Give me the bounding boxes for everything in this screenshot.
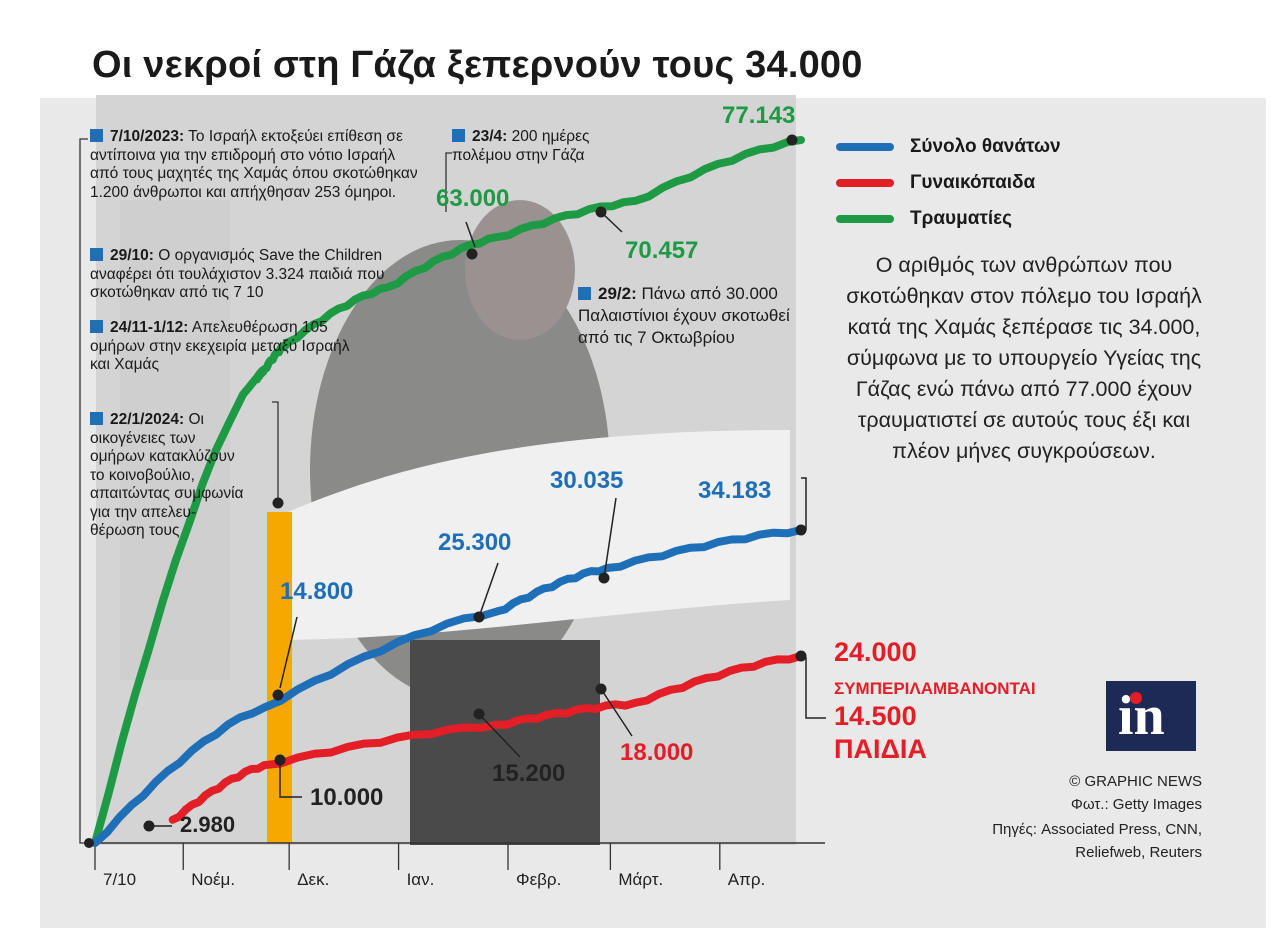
leader-23-4 — [445, 152, 452, 212]
label-deaths-25300: 25.300 — [438, 529, 512, 556]
label-women-18000: 18.000 — [620, 739, 694, 766]
x-tick-label: Φεβρ. — [516, 870, 562, 889]
annotation-square-icon — [578, 287, 591, 300]
series-line-injured — [91, 136, 805, 847]
label-women-15200: 15.200 — [492, 760, 566, 787]
description-text: Ο αριθμός των ανθρώπων που σκοτώθηκαν στ… — [846, 253, 1202, 463]
label-children-number: 14.500 — [834, 701, 917, 731]
marker-dots — [84, 134, 807, 848]
label-deaths-end: 34.183 — [698, 477, 772, 504]
callout-10000 — [279, 760, 302, 798]
legend-item-deaths: Σύνολο θανάτων — [836, 135, 1061, 159]
label-women-including: ΣΥΜΠΕΡΙΛΑΜΒΑΝΟΝΤΑΙ — [834, 679, 1036, 698]
legend-swatch — [836, 215, 894, 223]
callout-34183 — [801, 477, 807, 530]
marker-women-mar — [595, 683, 607, 695]
x-tick-label: Δεκ. — [297, 870, 330, 889]
marker-injured-dec — [272, 497, 284, 509]
marker-injured-70457 — [595, 206, 607, 218]
series-line-women-children — [168, 652, 805, 824]
marker-deaths-feb — [598, 572, 610, 584]
annotation-square-icon — [452, 129, 465, 142]
callout-14800 — [279, 616, 298, 689]
x-axis-ticks — [94, 843, 721, 870]
legend-label: Τραυματίες — [910, 208, 1013, 229]
x-tick-label: Μάρτ. — [618, 870, 664, 889]
label-deaths-14800: 14.800 — [280, 578, 354, 605]
label-callouts — [149, 211, 826, 827]
marker-injured-end — [786, 134, 798, 146]
label-injured-63000: 63.000 — [436, 185, 510, 212]
callout-30035 — [603, 497, 617, 579]
annotation-29-10: 29/10: Ο οργανισμός Save the Children αν… — [90, 247, 385, 301]
annotation-23-4: 23/4: 200 ημέρες πολέμου στην Γάζα — [452, 128, 590, 164]
annotation-22-1-2024: 22/1/2024: Οι οικογένειες των ομήρων κατ… — [90, 411, 244, 539]
credits-sources-2: Reliefweb, Reuters — [1075, 844, 1202, 861]
x-tick-label: Νοέμ. — [191, 870, 236, 889]
photo-shroud — [270, 430, 790, 640]
label-women-10000: 10.000 — [310, 784, 384, 811]
marker-deaths-dec — [272, 689, 284, 701]
legend-swatch — [836, 179, 894, 187]
marker-deaths-end — [795, 524, 807, 536]
legend-item-women-children: Γυναικόπαιδα — [836, 171, 1035, 195]
marker-injured-63000 — [466, 248, 478, 260]
series-line-deaths — [91, 526, 805, 847]
annotation-square-icon — [90, 320, 103, 333]
marker-women-end — [795, 650, 807, 662]
label-injured-70457: 70.457 — [625, 237, 699, 264]
legend-label: Γυναικόπαιδα — [910, 172, 1036, 193]
x-tick-label: 7/10 — [103, 870, 137, 889]
leader-7-10 — [79, 138, 88, 844]
annotation-square-icon — [90, 248, 103, 261]
callout-15200 — [478, 713, 521, 758]
annotation-square-icon — [90, 129, 103, 142]
callout-63000 — [465, 221, 476, 248]
label-children-word: ΠΑΙΔΙΑ — [834, 734, 927, 764]
legend-swatch — [836, 143, 894, 151]
marker-origin — [84, 838, 94, 848]
legend-label: Σύνολο θανάτων — [910, 136, 1061, 157]
label-deaths-30035: 30.035 — [550, 467, 624, 494]
annotation-24-11: 24/11-1/12: Απελευθέρωση 105 ομήρων στην… — [90, 319, 350, 373]
callout-24000 — [801, 657, 826, 719]
credits-photo: Φωτ.: Getty Images — [1070, 796, 1202, 813]
background-photo — [96, 95, 796, 845]
credits-sources-1: Πηγές: Associated Press, CNN, — [992, 821, 1202, 838]
label-injured-end: 77.143 — [722, 102, 796, 129]
annotation-7-10-2023: 7/10/2023: Το Ισραήλ εκτοξεύει επίθεση σ… — [90, 128, 418, 201]
marker-deaths-jan — [473, 611, 485, 623]
marker-women-feb — [473, 708, 485, 720]
page-title: Οι νεκροί στη Γάζα ξεπερνούν τους 34.000 — [92, 44, 863, 86]
callout-18000 — [600, 688, 633, 737]
x-tick-label: Απρ. — [727, 870, 766, 889]
label-women-end: 24.000 — [834, 637, 917, 667]
leader-24-11 — [272, 401, 279, 503]
in-logo: in — [1106, 681, 1196, 751]
label-women-2980: 2.980 — [180, 812, 236, 837]
callout-25300 — [478, 562, 499, 618]
annotation-29-2: 29/2: Πάνω από 30.000 Παλαιστίνιοι έχουν… — [578, 284, 790, 347]
logo-dot — [1130, 692, 1142, 704]
legend-item-injured: Τραυματίες — [836, 207, 1012, 231]
marker-women-dec — [274, 754, 286, 766]
marker-women-start — [143, 820, 155, 832]
annotation-square-icon — [90, 412, 103, 425]
x-tick-label: Ιαν. — [406, 870, 435, 889]
credits-copyright: © GRAPHIC NEWS — [1069, 773, 1202, 790]
